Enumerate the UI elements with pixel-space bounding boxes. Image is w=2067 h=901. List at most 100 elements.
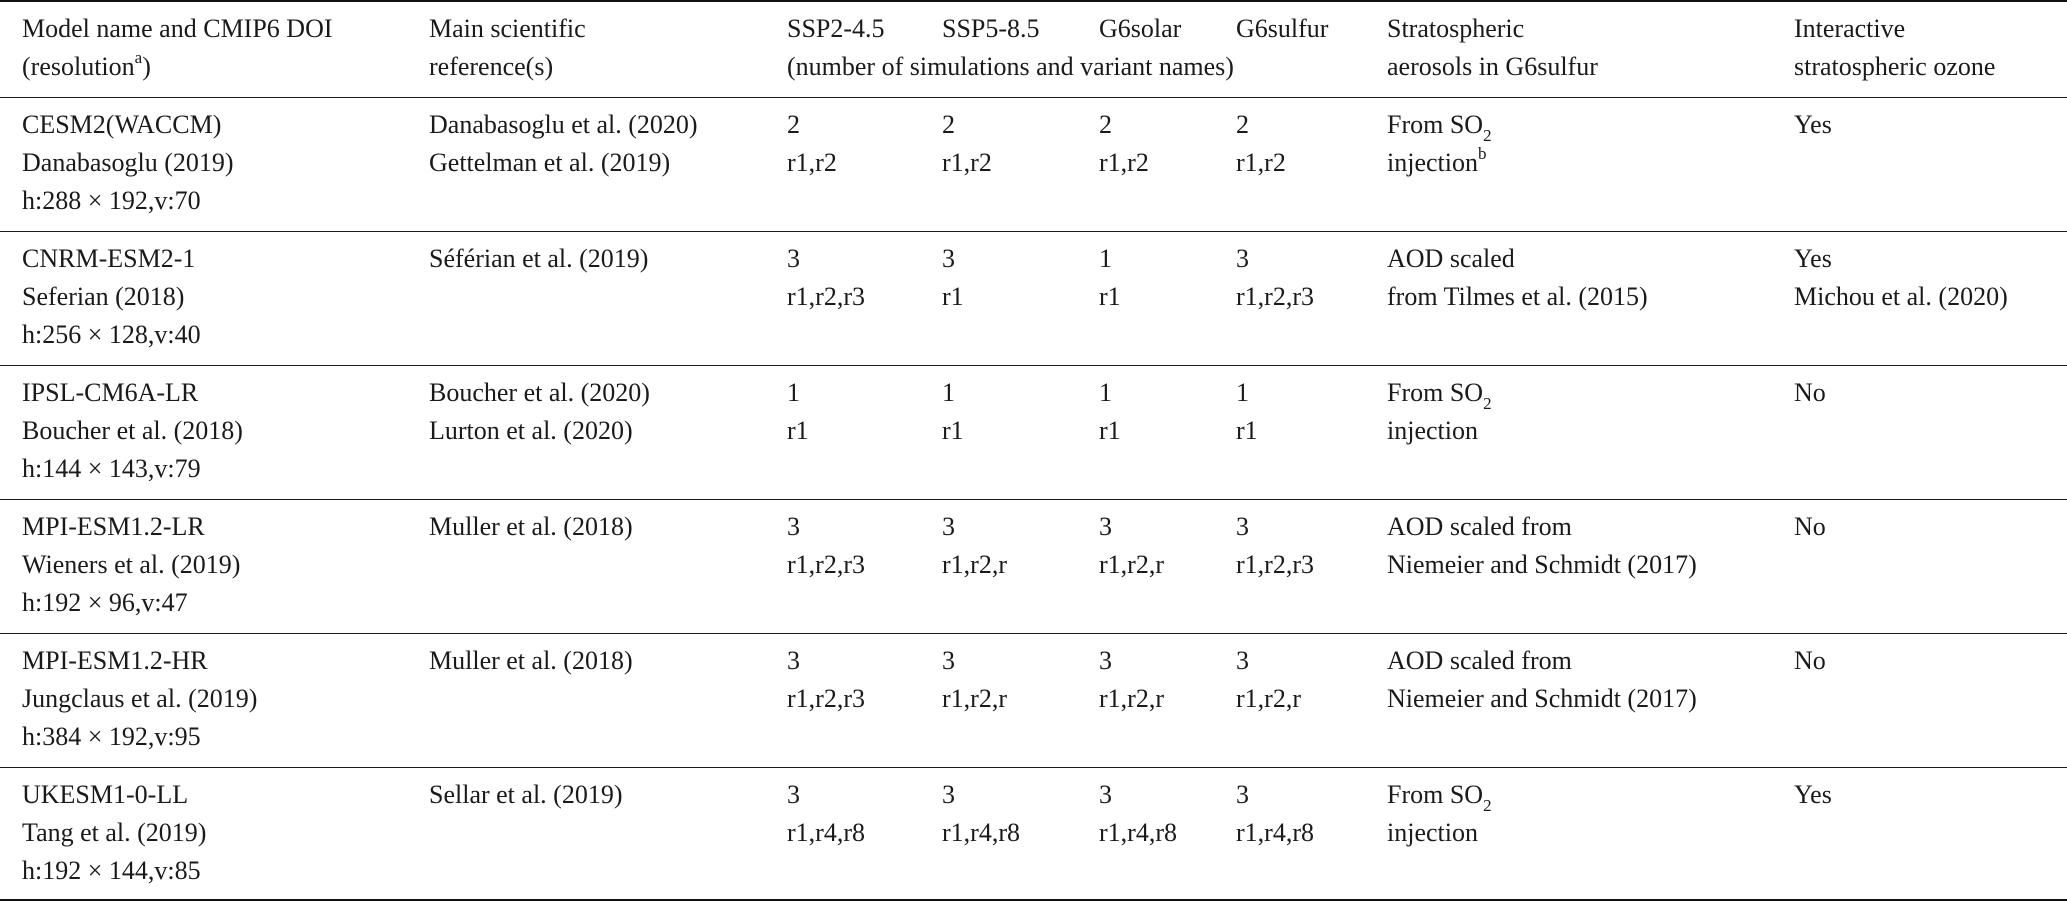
model-resolution: h:288 × 192,v:70	[22, 186, 201, 215]
model-name: CESM2(WACCM)	[22, 110, 222, 139]
ozone-reference: Michou et al. (2020)	[1794, 282, 2008, 311]
table-row: MPI-ESM1.2-HR Jungclaus et al. (2019) h:…	[0, 634, 2067, 768]
aerosols-line1: From SO2	[1387, 776, 1492, 814]
reference-1: Danabasoglu et al. (2020)	[429, 110, 698, 139]
aerosols-text: AOD scaled from	[1387, 646, 1572, 675]
table-row: CESM2(WACCM) Danabasoglu (2019) h:288 × …	[0, 98, 2067, 232]
aerosols-text: From SO	[1387, 110, 1484, 139]
ozone-cell: No	[1794, 508, 1826, 584]
table-row: MPI-ESM1.2-LR Wieners et al. (2019) h:19…	[0, 500, 2067, 634]
aerosols-cell: From SO2 injectionb	[1387, 106, 1492, 182]
aerosols-line2: injection	[1387, 814, 1492, 852]
header-g6sulfur: G6sulfur	[1236, 10, 1328, 48]
model-doi: Wieners et al. (2019)	[22, 550, 241, 579]
reference-1: Sellar et al. (2019)	[429, 780, 623, 809]
model-name: IPSL-CM6A-LR	[22, 378, 199, 407]
ssp585-variants: r1	[942, 282, 964, 311]
ozone-reference	[1794, 412, 1826, 450]
ozone-reference	[1794, 546, 1826, 584]
g6sulfur-cell: 3 r1,r2,r	[1236, 642, 1301, 718]
header-resolution-close: )	[142, 52, 151, 81]
reference-cell: Danabasoglu et al. (2020) Gettelman et a…	[429, 106, 698, 182]
ssp585-variants: r1	[942, 416, 964, 445]
ozone-cell: No	[1794, 374, 1826, 450]
ssp585-cell: 3 r1,r4,r8	[942, 776, 1020, 852]
ssp585-count: 3	[942, 780, 955, 809]
ssp245-variants: r1,r2,r3	[787, 282, 865, 311]
aerosols-text: From SO	[1387, 378, 1484, 407]
g6solar-variants: r1	[1099, 416, 1121, 445]
ozone-value: No	[1794, 378, 1826, 407]
reference-2	[429, 680, 633, 718]
g6sulfur-variants: r1,r2	[1236, 148, 1286, 177]
table-row: CNRM-ESM2-1 Seferian (2018) h:256 × 128,…	[0, 232, 2067, 366]
reference-1: Muller et al. (2018)	[429, 646, 633, 675]
ssp585-variants: r1,r2,r	[942, 684, 1007, 713]
header-model-name: Model name and CMIP6 DOI (resolutiona)	[22, 10, 333, 86]
aerosols-line1: From SO2	[1387, 106, 1492, 144]
model-cell: UKESM1-0-LL Tang et al. (2019) h:192 × 1…	[22, 776, 206, 890]
aerosols-cell: From SO2 injection	[1387, 374, 1492, 450]
g6sulfur-count: 3	[1236, 646, 1249, 675]
ssp245-variants: r1	[787, 416, 809, 445]
ozone-value: Yes	[1794, 780, 1832, 809]
g6solar-cell: 3 r1,r4,r8	[1099, 776, 1177, 852]
reference-2: Lurton et al. (2020)	[429, 416, 633, 445]
header-reference: Main scientific reference(s)	[429, 10, 586, 86]
reference-cell: Séférian et al. (2019)	[429, 240, 648, 316]
ssp245-cell: 3 r1,r4,r8	[787, 776, 865, 852]
ssp585-variants: r1,r2,r	[942, 550, 1007, 579]
header-simulations-label: (number of simulations and variant names…	[787, 52, 1234, 81]
aerosols-line2: Niemeier and Schmidt (2017)	[1387, 680, 1697, 718]
header-footnote-a: a	[134, 48, 143, 68]
g6solar-count: 3	[1099, 512, 1112, 541]
header-simulations-span: (number of simulations and variant names…	[787, 48, 1234, 86]
reference-cell: Muller et al. (2018)	[429, 508, 633, 584]
ozone-value: No	[1794, 512, 1826, 541]
model-resolution: h:192 × 96,v:47	[22, 588, 188, 617]
reference-2: Gettelman et al. (2019)	[429, 148, 671, 177]
header-aerosols-line1: Stratospheric	[1387, 14, 1525, 43]
ssp585-cell: 3 r1,r2,r	[942, 508, 1007, 584]
aerosols-cell: From SO2 injection	[1387, 776, 1492, 852]
g6sulfur-variants: r1	[1236, 416, 1258, 445]
g6sulfur-cell: 3 r1,r2,r3	[1236, 240, 1314, 316]
model-resolution: h:384 × 192,v:95	[22, 722, 201, 751]
aerosols-text-2: from Tilmes et al. (2015)	[1387, 282, 1648, 311]
header-reference-line2: reference(s)	[429, 52, 554, 81]
g6solar-count: 2	[1099, 110, 1112, 139]
model-resolution: h:256 × 128,v:40	[22, 320, 201, 349]
header-model-line2: (resolutiona)	[22, 48, 333, 86]
header-ssp245-label: SSP2-4.5	[787, 14, 885, 43]
ssp585-count: 1	[942, 378, 955, 407]
ssp245-count: 2	[787, 110, 800, 139]
aerosols-line1: AOD scaled from	[1387, 642, 1697, 680]
aerosols-cell: AOD scaled from Niemeier and Schmidt (20…	[1387, 642, 1697, 718]
model-cell: CNRM-ESM2-1 Seferian (2018) h:256 × 128,…	[22, 240, 201, 354]
ozone-cell: No	[1794, 642, 1826, 718]
ssp585-count: 3	[942, 244, 955, 273]
ssp585-count: 2	[942, 110, 955, 139]
ssp585-count: 3	[942, 512, 955, 541]
table-row: UKESM1-0-LL Tang et al. (2019) h:192 × 1…	[0, 768, 2067, 901]
model-resolution: h:144 × 143,v:79	[22, 454, 201, 483]
table-row: IPSL-CM6A-LR Boucher et al. (2018) h:144…	[0, 366, 2067, 500]
g6sulfur-count: 3	[1236, 244, 1249, 273]
g6solar-variants: r1,r2,r	[1099, 550, 1164, 579]
g6sulfur-count: 1	[1236, 378, 1249, 407]
g6solar-variants: r1,r4,r8	[1099, 818, 1177, 847]
g6sulfur-cell: 3 r1,r4,r8	[1236, 776, 1314, 852]
reference-1: Séférian et al. (2019)	[429, 244, 649, 273]
aerosols-line2: from Tilmes et al. (2015)	[1387, 278, 1648, 316]
ssp245-count: 3	[787, 244, 800, 273]
g6solar-cell: 1 r1	[1099, 374, 1121, 450]
g6sulfur-variants: r1,r2,r3	[1236, 282, 1314, 311]
ssp585-variants: r1,r2	[942, 148, 992, 177]
reference-1: Boucher et al. (2020)	[429, 378, 650, 407]
g6sulfur-cell: 3 r1,r2,r3	[1236, 508, 1314, 584]
g6solar-count: 3	[1099, 780, 1112, 809]
reference-1: Muller et al. (2018)	[429, 512, 633, 541]
g6solar-count: 3	[1099, 646, 1112, 675]
g6sulfur-variants: r1,r4,r8	[1236, 818, 1314, 847]
